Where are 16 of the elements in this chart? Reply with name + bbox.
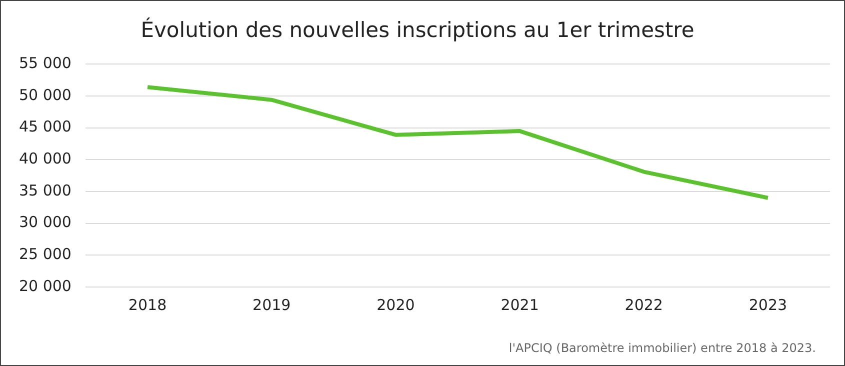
y-tick-label: 30 000 (18, 213, 72, 232)
y-tick-label: 25 000 (18, 245, 72, 264)
y-tick-label: 55 000 (18, 54, 72, 72)
chart-title: Évolution des nouvelles inscriptions au 1er trimestre (140, 17, 694, 42)
x-tick-label: 2019 (252, 296, 291, 314)
y-tick-label: 35 000 (18, 181, 72, 200)
y-tick-label: 50 000 (18, 86, 72, 104)
x-tick-label: 2018 (128, 296, 167, 314)
x-tick-label: 2021 (500, 296, 539, 314)
x-tick-label: 2023 (748, 296, 788, 314)
x-tick-label: 2022 (624, 296, 663, 314)
y-tick-label: 45 000 (18, 118, 72, 136)
x-tick-label: 2020 (376, 296, 415, 314)
y-tick-label: 20 000 (18, 276, 72, 295)
text: l'APCIQ (Baromètre immobilier) entre 2018 à 2023. (508, 341, 816, 355)
y-tick-label: 40 000 (18, 150, 72, 168)
